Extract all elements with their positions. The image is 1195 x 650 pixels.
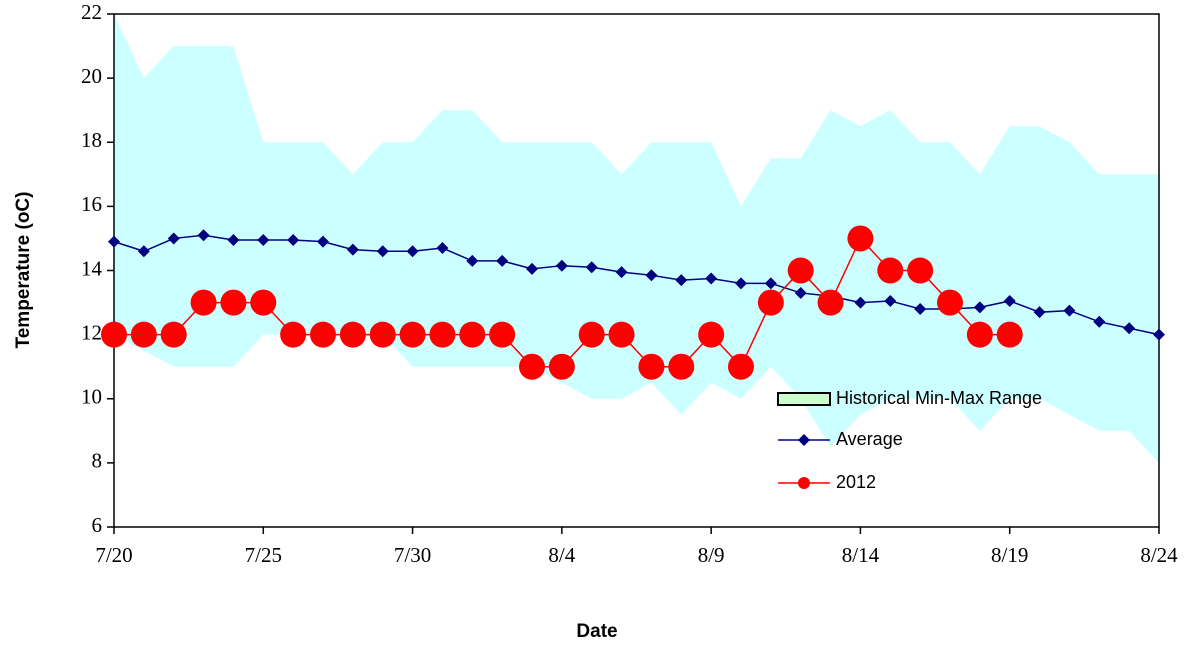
average-marker bbox=[794, 286, 807, 299]
average-marker bbox=[526, 262, 538, 275]
series-2012-marker bbox=[728, 353, 754, 380]
series-2012-marker bbox=[698, 321, 725, 348]
average-marker bbox=[585, 261, 598, 274]
average-marker bbox=[675, 274, 688, 287]
series-2012-marker bbox=[399, 321, 426, 348]
series-2012-marker bbox=[190, 289, 217, 316]
average-marker bbox=[346, 243, 359, 256]
series-2012-marker bbox=[668, 353, 695, 380]
series-2012-marker bbox=[608, 321, 635, 348]
average-marker bbox=[197, 229, 210, 242]
y-tick-label: 18 bbox=[81, 128, 102, 152]
range-area bbox=[114, 14, 1159, 463]
series-2012-marker bbox=[578, 321, 605, 348]
x-tick-label: 8/14 bbox=[842, 543, 880, 567]
y-axis-title: Temperature (oC) bbox=[13, 192, 34, 349]
series-2012-marker bbox=[220, 289, 247, 316]
average-marker bbox=[317, 235, 329, 248]
average-marker bbox=[108, 235, 120, 248]
series-2012-marker bbox=[429, 321, 456, 348]
average-marker bbox=[555, 259, 568, 272]
average-marker bbox=[735, 277, 747, 290]
y-tick-label: 16 bbox=[81, 192, 102, 216]
series-2012-marker bbox=[787, 257, 814, 284]
x-tick-label: 8/4 bbox=[548, 543, 575, 567]
series-2012-marker bbox=[101, 321, 127, 348]
x-tick-label: 7/25 bbox=[245, 543, 282, 567]
legend-swatch bbox=[777, 392, 831, 406]
legend-label: Historical Min-Max Range bbox=[836, 388, 1042, 408]
average-marker bbox=[1003, 294, 1016, 307]
x-tick-label: 7/20 bbox=[95, 543, 132, 567]
average-marker bbox=[167, 232, 180, 245]
series-2012-marker bbox=[937, 289, 963, 316]
average-marker bbox=[406, 245, 419, 258]
average-marker bbox=[257, 234, 270, 247]
average-marker bbox=[914, 302, 927, 315]
series-2012-marker bbox=[310, 321, 336, 348]
average-marker bbox=[645, 269, 658, 282]
y-tick-label: 22 bbox=[81, 0, 102, 24]
series-2012-marker bbox=[489, 321, 516, 348]
series-2012-marker bbox=[877, 257, 904, 284]
average-marker bbox=[854, 296, 867, 309]
series-2012-marker bbox=[369, 321, 396, 348]
x-tick-label: 8/9 bbox=[698, 543, 725, 567]
series-2012-marker bbox=[459, 321, 486, 348]
y-tick-label: 20 bbox=[81, 64, 102, 88]
x-tick-label: 8/19 bbox=[991, 543, 1028, 567]
y-tick-label: 10 bbox=[81, 385, 102, 409]
series-2012-marker bbox=[548, 353, 575, 380]
average-marker bbox=[1033, 306, 1046, 319]
series-2012-marker bbox=[996, 321, 1023, 348]
average-marker bbox=[376, 245, 389, 258]
average-marker bbox=[466, 254, 479, 267]
average-marker bbox=[1063, 304, 1076, 317]
legend-label: Average bbox=[836, 429, 903, 449]
series-2012-marker bbox=[339, 321, 366, 348]
legend-label: 2012 bbox=[836, 472, 876, 492]
average-marker bbox=[1093, 315, 1106, 328]
series-2012-marker bbox=[519, 353, 545, 380]
y-tick-label: 12 bbox=[81, 320, 102, 344]
series-2012-marker bbox=[130, 321, 157, 348]
average-marker bbox=[496, 254, 509, 267]
average-marker bbox=[764, 277, 777, 290]
average-marker bbox=[1153, 328, 1165, 341]
series-2012-marker bbox=[280, 321, 307, 348]
average-marker bbox=[137, 245, 150, 258]
series-2012-marker bbox=[757, 289, 784, 316]
series-2012-marker bbox=[907, 257, 934, 284]
series-2012-marker bbox=[817, 289, 844, 316]
legend-marker bbox=[798, 434, 810, 446]
x-tick-label: 7/30 bbox=[394, 543, 431, 567]
x-axis-title: Date bbox=[576, 621, 617, 642]
average-marker bbox=[227, 234, 240, 247]
x-tick-label: 8/24 bbox=[1140, 543, 1178, 567]
series-2012-marker bbox=[250, 289, 277, 316]
legend-marker bbox=[798, 477, 810, 489]
average-marker bbox=[884, 294, 897, 307]
series-2012-marker bbox=[160, 321, 187, 348]
series-2012-marker bbox=[966, 321, 993, 348]
y-tick-label: 14 bbox=[81, 256, 103, 280]
series-2012-marker bbox=[847, 225, 874, 252]
series-2012-marker bbox=[638, 353, 665, 380]
average-marker bbox=[436, 242, 449, 255]
y-tick-label: 8 bbox=[92, 449, 103, 473]
average-marker bbox=[1123, 322, 1136, 335]
y-tick-label: 6 bbox=[92, 513, 103, 537]
average-marker bbox=[973, 301, 986, 314]
average-marker bbox=[705, 272, 718, 285]
average-marker bbox=[615, 266, 628, 279]
average-marker bbox=[287, 234, 300, 247]
